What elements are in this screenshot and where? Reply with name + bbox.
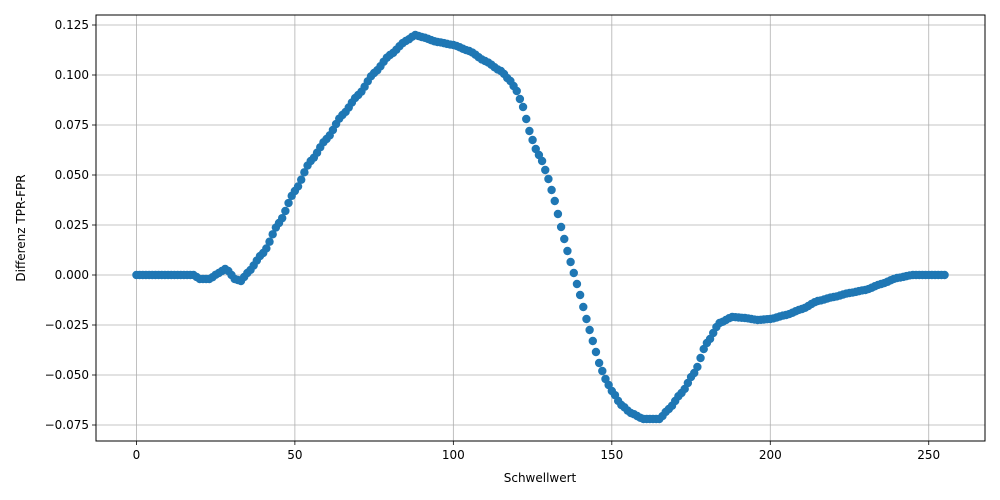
y-tick-label: 0.075 [55, 118, 89, 132]
data-point [940, 270, 949, 280]
data-point [537, 156, 547, 166]
data-point [575, 290, 585, 300]
x-axis-label: Schwellwert [504, 471, 577, 485]
data-point [585, 325, 594, 335]
y-tick-label: 0.125 [55, 18, 89, 32]
y-axis-ticks: −0.075 −0.050 −0.025 0.000 0.025 0.050 0.075 0.… [45, 18, 96, 432]
data-point [594, 358, 604, 368]
x-tick-label: 250 [917, 448, 940, 462]
data-point [528, 135, 537, 145]
x-tick-label: 0 [133, 448, 141, 462]
data-point [569, 268, 578, 278]
data-point [556, 222, 566, 232]
y-tick-label: 0.000 [55, 268, 89, 282]
data-point [281, 206, 290, 216]
y-tick-label: −0.050 [45, 368, 89, 382]
data-point [268, 230, 277, 239]
data-point [541, 165, 550, 175]
data-point [591, 347, 601, 357]
data-point [579, 302, 588, 312]
data-point [265, 237, 274, 246]
y-tick-label: 0.025 [55, 218, 89, 232]
x-tick-label: 150 [600, 448, 623, 462]
data-point [262, 244, 271, 253]
data-point [582, 314, 591, 324]
data-point [544, 174, 553, 184]
x-tick-label: 100 [442, 448, 465, 462]
data-point [284, 198, 293, 208]
data-point [560, 234, 569, 244]
plot-frame [95, 14, 986, 442]
data-point [563, 246, 572, 256]
x-axis-ticks: 0 50 100 150 200 250 [133, 441, 940, 462]
data-point [550, 196, 559, 206]
data-point [696, 353, 705, 363]
x-tick-label: 200 [759, 448, 782, 462]
data-point [300, 168, 309, 177]
x-tick-label: 50 [287, 448, 302, 462]
y-tick-label: −0.075 [45, 418, 89, 432]
y-tick-label: 0.100 [55, 68, 89, 82]
data-point [693, 362, 702, 372]
data-point [525, 126, 534, 136]
data-point [512, 86, 521, 96]
data-point [518, 102, 528, 112]
data-point [278, 213, 287, 223]
data-point [598, 366, 607, 376]
data-point [588, 336, 597, 346]
y-tick-label: −0.025 [45, 318, 89, 332]
data-point [553, 209, 563, 219]
data-point [566, 257, 575, 267]
y-tick-label: 0.050 [55, 168, 89, 182]
data-point [547, 185, 556, 195]
grid [96, 15, 985, 441]
data-points [132, 30, 949, 424]
y-axis-label: Differenz TPR-FPR [14, 174, 28, 281]
data-point [293, 182, 303, 191]
data-point [297, 175, 306, 184]
data-point [522, 114, 531, 124]
data-point [572, 279, 582, 289]
data-point [515, 94, 525, 104]
